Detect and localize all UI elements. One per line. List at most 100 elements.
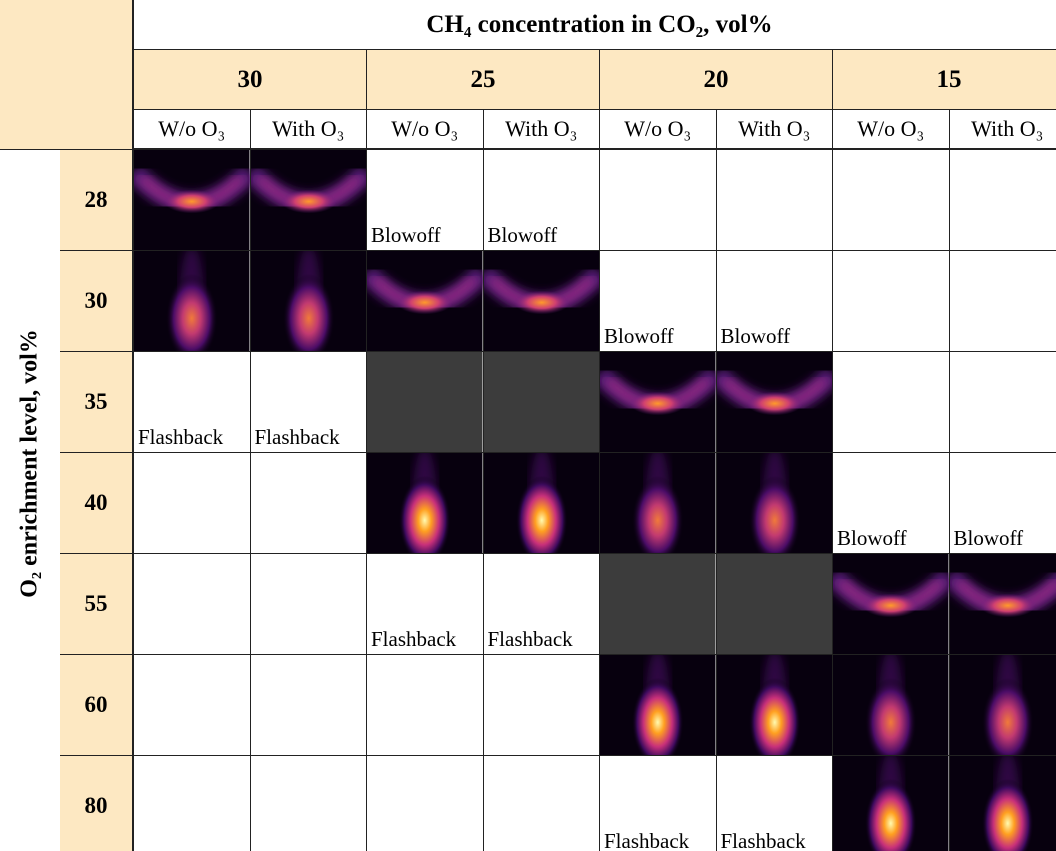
group-header: 30: [134, 50, 367, 110]
row-header: 28: [60, 150, 134, 251]
outcome-label: Blowoff: [954, 526, 1024, 551]
cell: [484, 352, 601, 453]
cell: [717, 655, 834, 756]
cell: [833, 150, 950, 251]
flame-image: [950, 655, 1056, 755]
cell: Flashback: [251, 352, 368, 453]
cell: [950, 756, 1056, 851]
outcome-label: Flashback: [255, 425, 340, 450]
row-axis-title: O₂ enrichment level, vol%: [17, 329, 44, 597]
cell: Flashback: [367, 554, 484, 655]
cell: [600, 554, 717, 655]
flame-image: [367, 352, 483, 452]
cell: [251, 251, 368, 352]
flame-image: [600, 655, 716, 755]
cell: [484, 251, 601, 352]
outcome-label: Blowoff: [604, 324, 674, 349]
cell: Blowoff: [950, 453, 1056, 554]
row-header: 30: [60, 251, 134, 352]
cell: Blowoff: [833, 453, 950, 554]
flame-image: [134, 150, 250, 250]
flame-part: [717, 554, 833, 654]
flame-image: [484, 453, 600, 553]
cell: [134, 554, 251, 655]
cell: Flashback: [717, 756, 834, 851]
row-header: 35: [60, 352, 134, 453]
flame-part: [367, 352, 483, 452]
flame-image: [833, 655, 949, 755]
row-header: 40: [60, 453, 134, 554]
flame-image: [600, 554, 716, 654]
flame-image: [717, 453, 833, 553]
cell: [367, 352, 484, 453]
cell: [950, 554, 1056, 655]
column-header: W/o O₃: [134, 110, 251, 150]
cell: [484, 756, 601, 851]
cell: [251, 150, 368, 251]
cell: [717, 554, 834, 655]
cell: [367, 756, 484, 851]
flame-image: [600, 453, 716, 553]
outcome-label: Flashback: [721, 829, 806, 851]
cell: [950, 352, 1056, 453]
flame-part: [863, 594, 919, 618]
flame-part: [484, 352, 600, 452]
cell: [600, 655, 717, 756]
flame-part: [979, 594, 1035, 618]
cell: [950, 655, 1056, 756]
flame-part: [280, 190, 336, 214]
flame-image: [600, 352, 716, 452]
flame-part: [746, 392, 802, 416]
outcome-label: Flashback: [604, 829, 689, 851]
flame-part: [397, 291, 453, 315]
flame-image: [367, 453, 483, 553]
cell: Blowoff: [367, 150, 484, 251]
cell: [717, 150, 834, 251]
flame-image: [484, 251, 600, 351]
cell: [717, 352, 834, 453]
cell: [833, 554, 950, 655]
cell: [367, 251, 484, 352]
cell: [251, 655, 368, 756]
column-header: With O₃: [484, 110, 601, 150]
flame-image: [833, 554, 949, 654]
cell: [367, 453, 484, 554]
group-header: 15: [833, 50, 1056, 110]
flame-image: [134, 251, 250, 351]
flame-image: [950, 756, 1056, 851]
cell: [484, 655, 601, 756]
outcome-label: Blowoff: [721, 324, 791, 349]
cell: [251, 453, 368, 554]
cell: Flashback: [600, 756, 717, 851]
outcome-label: Flashback: [371, 627, 456, 652]
group-header: 20: [600, 50, 833, 110]
cell: [600, 352, 717, 453]
cell: [134, 453, 251, 554]
group-header: 25: [367, 50, 600, 110]
cell: [484, 453, 601, 554]
flame-part: [630, 392, 686, 416]
row-axis-cell: O₂ enrichment level, vol%: [0, 150, 60, 851]
flame-image: [251, 251, 367, 351]
flame-part: [513, 291, 569, 315]
cell: [833, 756, 950, 851]
cell: Blowoff: [600, 251, 717, 352]
flame-image: [717, 352, 833, 452]
cell: [717, 453, 834, 554]
column-header: W/o O₃: [600, 110, 717, 150]
cell: [367, 655, 484, 756]
flame-image: [484, 352, 600, 452]
flame-image: [950, 554, 1056, 654]
cell: [600, 453, 717, 554]
cell: [134, 756, 251, 851]
cell: [950, 150, 1056, 251]
table: CH₄ concentration in CO₂, vol%30252015W/…: [0, 0, 1056, 851]
flame-image: [717, 655, 833, 755]
row-header: 55: [60, 554, 134, 655]
column-header: With O₃: [950, 110, 1056, 150]
cell: [134, 655, 251, 756]
cell: [251, 756, 368, 851]
outcome-label: Blowoff: [837, 526, 907, 551]
cell: Flashback: [484, 554, 601, 655]
outcome-label: Flashback: [488, 627, 573, 652]
